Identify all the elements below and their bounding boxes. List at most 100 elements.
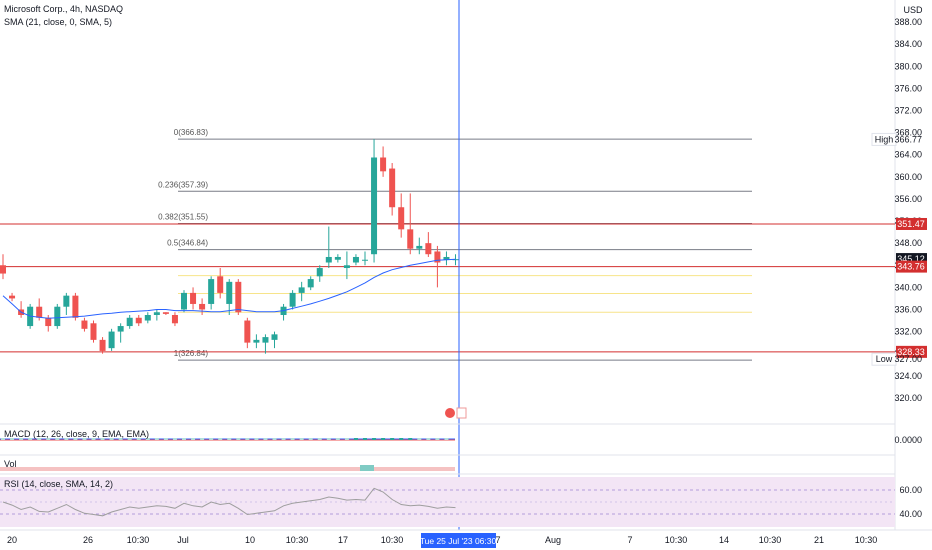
earnings-icon [456,407,467,419]
time-tick-label: 20 [7,535,17,545]
time-tick-label: 10:30 [855,535,878,545]
macd-histogram-bar [344,438,349,440]
macd-histogram-bar [227,438,232,440]
macd-histogram-bar [191,438,196,440]
macd-histogram-bar [172,438,177,440]
candle [407,229,414,249]
macd-histogram-bar [272,438,277,440]
high-low-tag: Low [876,354,893,364]
candle [144,315,151,321]
macd-histogram-bar [353,438,358,440]
macd-histogram-bar [254,438,259,440]
candle [262,337,269,343]
candle [108,331,115,349]
candle [171,315,178,324]
candle [126,317,133,327]
high-low-value: 327.00 [894,354,922,364]
time-tick-label: 7 [627,535,632,545]
candle [325,256,332,263]
price-tick-label: 388.00 [894,17,922,27]
macd-histogram-bar [444,438,449,440]
high-low-value: 366.77 [894,134,922,144]
macd-histogram-bar [245,438,250,440]
time-tick-label: 10:30 [127,535,150,545]
price-tick-label: 384.00 [894,39,922,49]
price-tag [896,345,927,358]
macd-histogram-bar [426,438,431,440]
macd-histogram-bar [326,438,331,440]
candle [425,243,432,255]
price-tag-label: 351.47 [897,219,925,229]
macd-histogram-bar [82,438,87,440]
price-tick-label: 336.00 [894,304,922,314]
price-tick-label: 340.00 [894,282,922,292]
price-tick-label: 364.00 [894,150,922,160]
high-low-tag-box [871,132,897,146]
macd-histogram-bar [417,438,422,440]
time-tick-label: 14 [719,535,729,545]
candle [316,268,323,277]
macd-histogram-bar [109,438,114,440]
candle [307,279,314,288]
price-tag-label: 345.12 [897,254,925,264]
candle [443,256,450,260]
fib-label: 0.382(351.55) [158,213,208,222]
price-tag [896,253,927,266]
time-tick-label: 10:30 [665,535,688,545]
price-tag-label: 328.33 [897,347,925,357]
fib-label: 0.236(357.39) [158,180,208,189]
candle [434,251,441,263]
macd-histogram-bar [154,438,159,440]
price-tag [896,217,927,230]
price-tick-label: 332.00 [894,327,922,337]
crosshair-time-label: Tue 25 Jul '23 06:30 [420,536,497,546]
time-tick-label: 26 [83,535,93,545]
price-tick-label: 368.00 [894,128,922,138]
macd-histogram-bar [46,438,51,440]
candle [36,306,43,318]
candle [9,295,16,299]
time-tick-label: 10:30 [759,535,782,545]
price-tick-label: 320.00 [894,393,922,403]
candle [72,295,79,318]
macd-histogram-bar [408,438,413,440]
sma-legend[interactable]: SMA (21, close, 0, SMA, 5) [4,17,113,27]
candle [343,265,350,269]
high-low-tag: High [875,134,894,144]
rsi-legend[interactable]: RSI (14, close, SMA, 14, 2) [4,479,114,489]
rsi-tick-label: 60.00 [899,485,922,495]
macd-histogram-bar [299,438,304,440]
candle [0,265,6,274]
event-flag-icon [445,408,455,418]
currency-label[interactable]: USD [903,5,923,15]
candle [371,157,378,255]
time-tick-label: 21 [814,535,824,545]
symbol-legend[interactable]: Microsoft Corp., 4h, NASDAQ [4,4,124,14]
macd-histogram-bar [435,438,440,440]
candle [298,287,305,293]
candle [81,320,88,329]
macd-histogram-bar [372,438,377,440]
macd-histogram-bar [182,438,186,440]
time-tick-label: Jul [177,535,189,545]
macd-histogram-bar [28,438,33,440]
macd-histogram-bar [308,438,313,440]
crosshair-time-box [421,533,496,548]
macd-histogram-bar [290,438,295,440]
vol-legend[interactable]: Vol [4,459,17,469]
candle [117,326,124,332]
macd-histogram-bar [335,438,340,440]
price-tag [896,260,927,273]
price-tick-label: 376.00 [894,83,922,93]
candle [90,323,97,340]
high-low-tag-box [871,352,897,366]
macd-histogram-bar [10,438,15,440]
macd-legend[interactable]: MACD (12, 26, close, 9, EMA, EMA) [4,429,150,439]
price-tag-label: 343.76 [897,262,925,272]
time-tick-label: 10:30 [286,535,309,545]
macd-histogram-bar [218,438,223,440]
candle [199,303,206,310]
macd-histogram-bar [263,438,268,440]
candle [181,292,187,310]
